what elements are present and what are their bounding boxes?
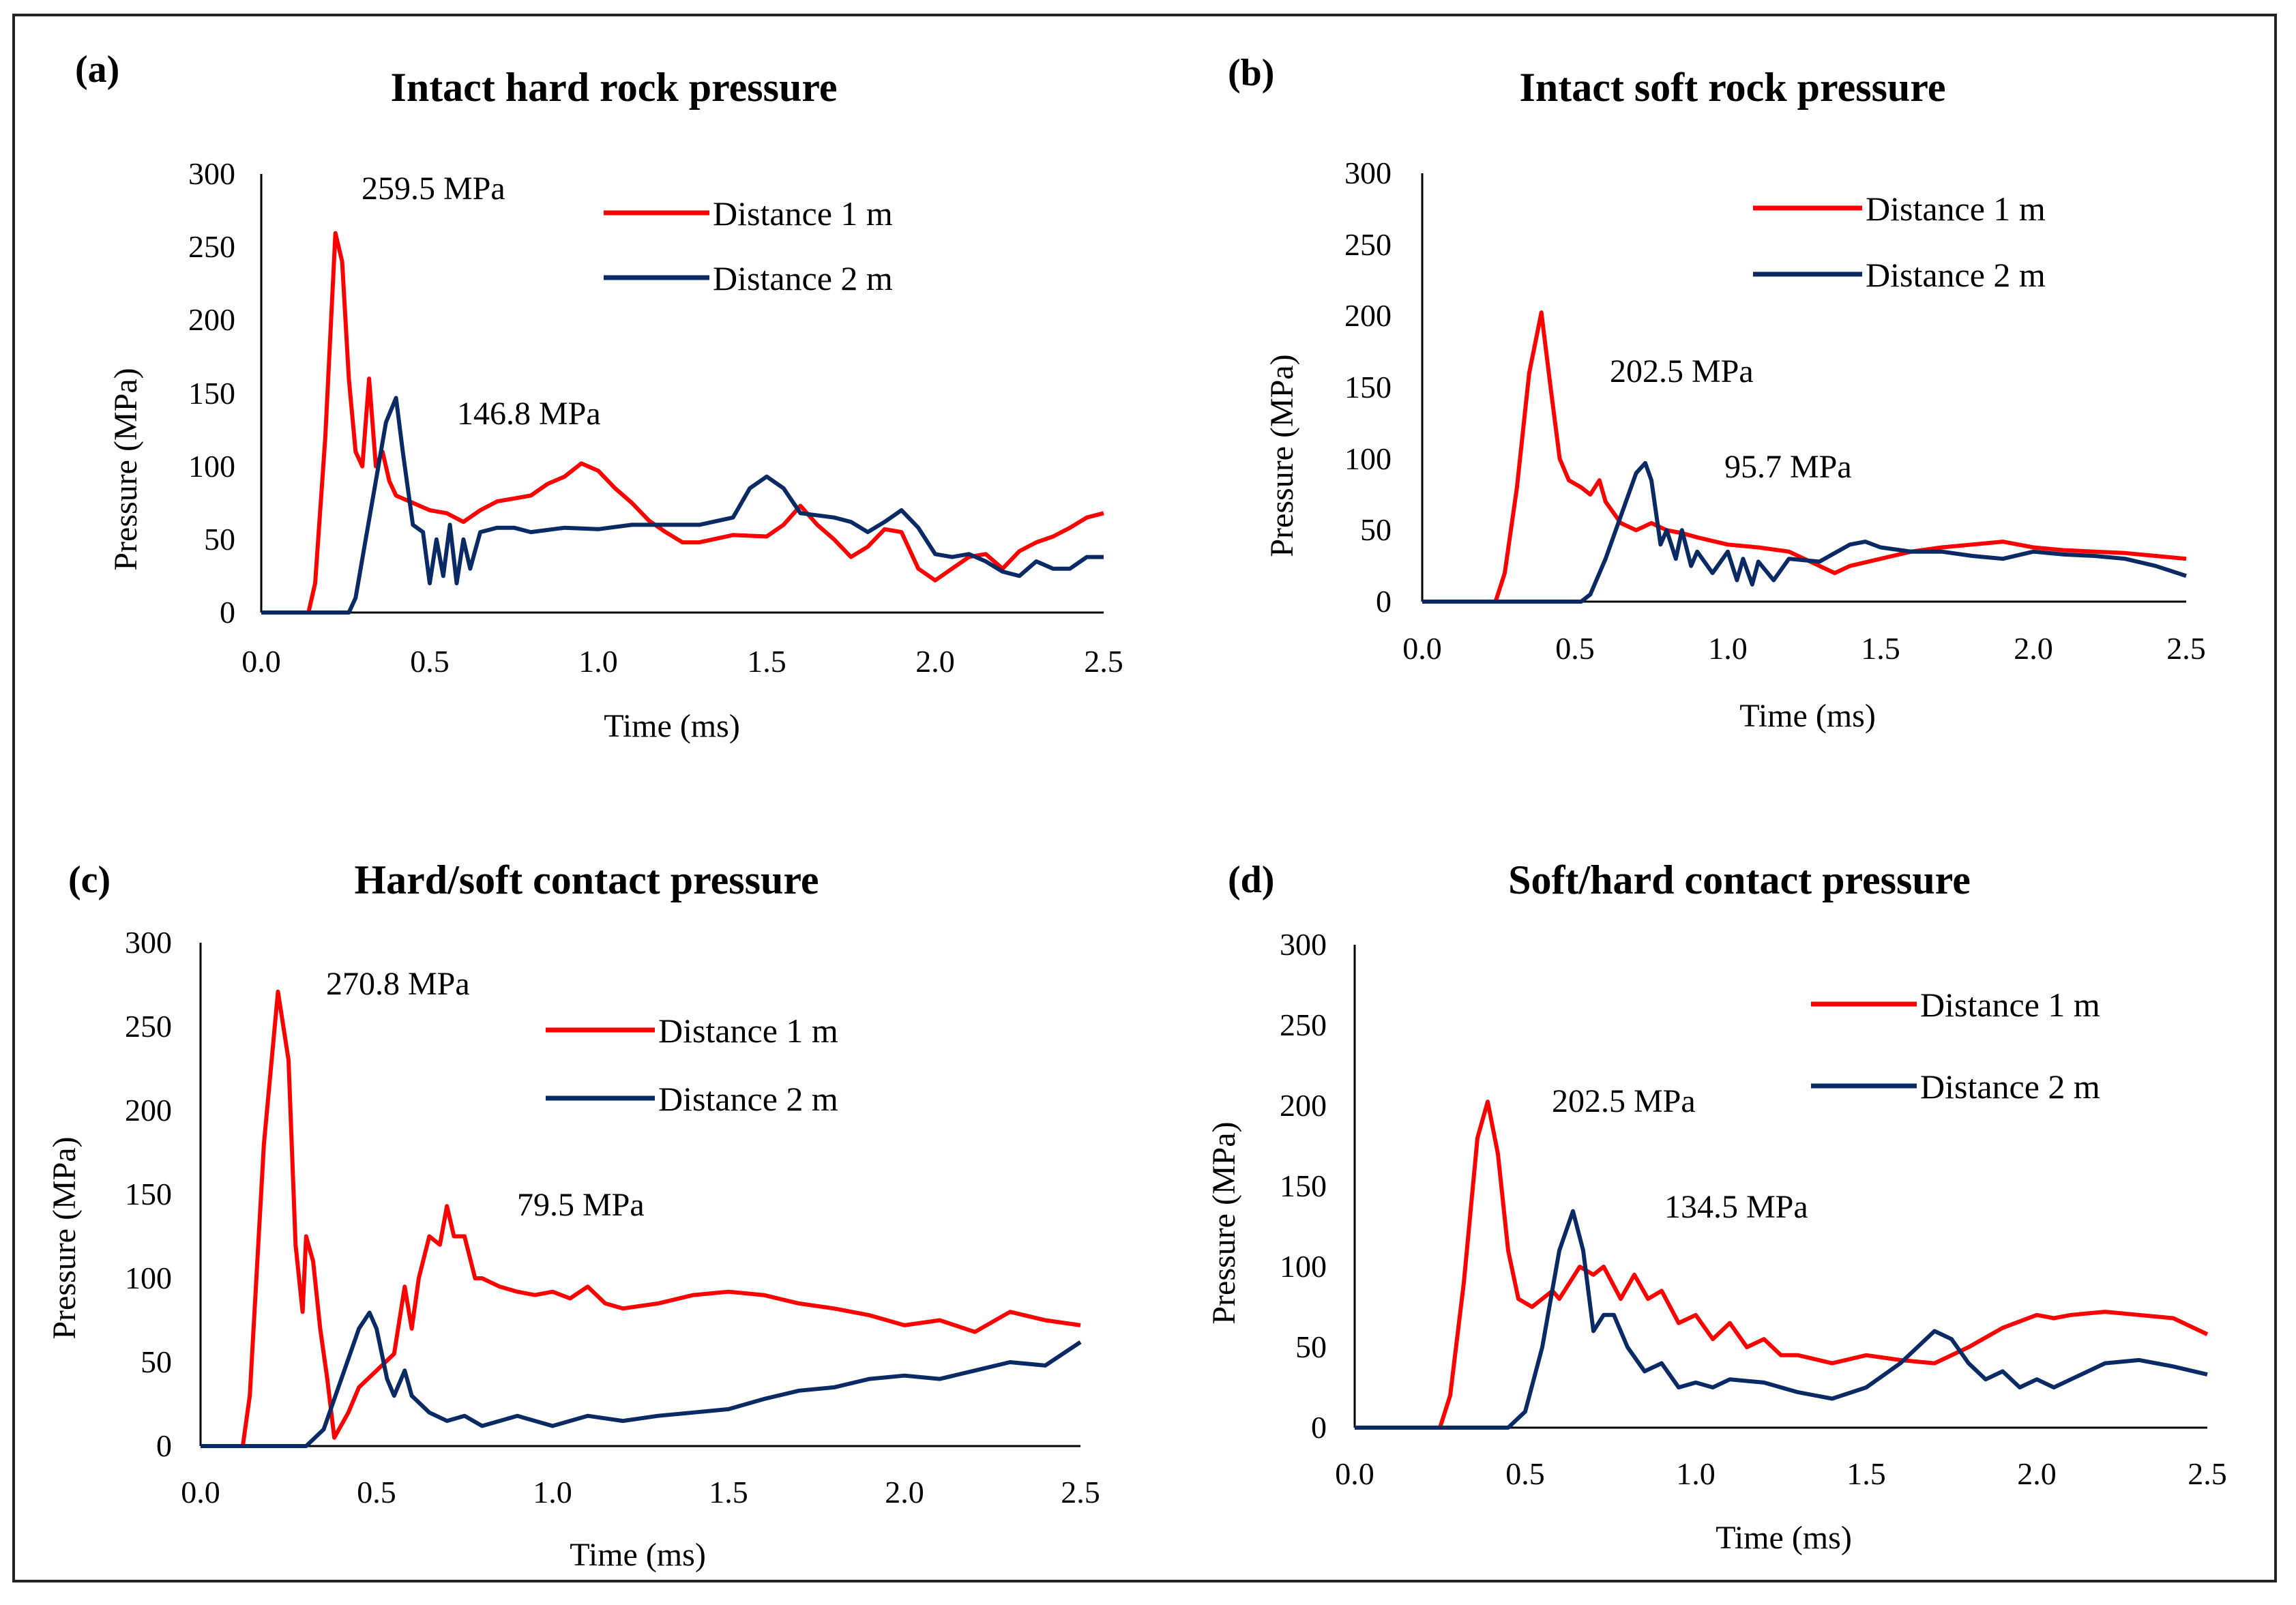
panel-c-peak2-annotation: 79.5 MPa <box>517 1187 645 1223</box>
panel-c-series-distance-1m <box>201 989 1081 1448</box>
panel-b-series-distance-2m <box>1422 460 2187 604</box>
panel-d-ytick: 0 <box>1311 1410 1327 1445</box>
panel-b-ytick: 100 <box>1344 441 1392 476</box>
panel-b-peak2-annotation: 95.7 MPa <box>1724 449 1852 485</box>
panel-c-ytick: 100 <box>125 1261 172 1295</box>
panel-a-xtick: 2.5 <box>1084 644 1123 679</box>
panel-a-ytick: 100 <box>188 449 235 484</box>
panel-a-ylabel: Pressure (MPa) <box>108 368 144 570</box>
panel-d-xlabel: Time (ms) <box>1716 1520 1852 1556</box>
panel-a-legend-2: Distance 2 m <box>713 259 893 297</box>
panel-a-ytick: 0 <box>220 595 235 630</box>
panel-b-ytick: 250 <box>1344 227 1392 262</box>
panel-a-xlabel: Time (ms) <box>604 708 740 744</box>
panel-b-ytick: 200 <box>1344 298 1392 333</box>
panel-c-title: Hard/soft contact pressure <box>354 857 819 902</box>
panel-b-xtick: 0.5 <box>1555 631 1595 666</box>
panel-d-ytick: 150 <box>1280 1168 1327 1203</box>
panel-d: (d) Soft/hard contact pressure Pressure … <box>1206 857 2227 1556</box>
panel-d-xtick: 0.0 <box>1335 1456 1374 1491</box>
panel-a-ytick: 300 <box>188 156 235 191</box>
panel-c-ytick: 300 <box>125 925 172 960</box>
panel-a-xtick: 2.0 <box>915 644 955 679</box>
panel-b-ylabel: Pressure (MPa) <box>1264 354 1300 557</box>
panel-d-ytick: 100 <box>1280 1249 1327 1284</box>
panel-c-xtick: 0.0 <box>181 1475 220 1510</box>
panel-a-ytick: 50 <box>204 522 235 557</box>
panel-a-series-distance-1m <box>261 231 1104 615</box>
panel-b-legend-1: Distance 1 m <box>1866 190 2046 228</box>
panel-b-series-distance-1m <box>1422 310 2187 604</box>
panel-c-ytick: 200 <box>125 1093 172 1128</box>
panel-a-xtick: 0.5 <box>410 644 450 679</box>
panel-d-label: (d) <box>1228 859 1274 901</box>
panel-d-ytick: 250 <box>1280 1007 1327 1042</box>
panel-b-xtick: 1.5 <box>1861 631 1900 666</box>
panel-c-xtick: 1.0 <box>533 1475 572 1510</box>
panel-b-xtick: 1.0 <box>1708 631 1748 666</box>
panel-d-series-distance-1m <box>1355 1100 2209 1430</box>
panel-d-xtick: 0.5 <box>1505 1456 1545 1491</box>
panel-d-xtick: 1.0 <box>1676 1456 1716 1491</box>
panel-c-xtick: 1.5 <box>709 1475 748 1510</box>
panel-c-xtick: 2.5 <box>1061 1475 1100 1510</box>
panel-b-ytick: 0 <box>1376 584 1392 619</box>
panel-a-peak1-annotation: 259.5 MPa <box>362 171 505 207</box>
panel-d-series-distance-2m <box>1355 1209 2208 1430</box>
panel-c-label: (c) <box>68 859 111 901</box>
panel-d-ylabel: Pressure (MPa) <box>1206 1121 1242 1324</box>
panel-a-ytick: 200 <box>188 302 235 337</box>
panel-c-ytick: 0 <box>156 1428 172 1463</box>
panel-d-peak1-annotation: 202.5 MPa <box>1552 1083 1696 1119</box>
panel-d-title: Soft/hard contact pressure <box>1508 857 1971 902</box>
panel-d-ytick: 50 <box>1295 1329 1327 1364</box>
panel-c-ytick: 250 <box>125 1009 172 1044</box>
panel-a-ytick: 150 <box>188 376 235 411</box>
panel-c-ylabel: Pressure (MPa) <box>46 1136 83 1339</box>
panel-c-legend-2: Distance 2 m <box>658 1080 838 1118</box>
figure-frame <box>12 14 2277 1582</box>
panel-b-ytick: 300 <box>1344 156 1392 190</box>
panel-a-title: Intact hard rock pressure <box>390 65 837 110</box>
panel-c-series-distance-2m <box>201 1310 1082 1448</box>
panel-d-legend-1: Distance 1 m <box>1920 986 2100 1024</box>
panel-d-ytick: 200 <box>1280 1088 1327 1123</box>
panel-d-xtick: 2.5 <box>2188 1456 2227 1491</box>
panel-a-xtick: 0.0 <box>241 644 281 679</box>
panel-a: (a) Intact hard rock pressure Pressure (… <box>75 48 1123 744</box>
panel-b-title: Intact soft rock pressure <box>1520 65 1946 110</box>
panel-a-label: (a) <box>75 48 119 91</box>
panel-b-xtick: 2.5 <box>2166 631 2206 666</box>
panel-d-legend-2: Distance 2 m <box>1920 1067 2100 1106</box>
panel-a-peak2-annotation: 146.8 MPa <box>457 396 601 432</box>
panel-a-ytick: 250 <box>188 229 235 264</box>
panel-c-xtick: 2.0 <box>885 1475 924 1510</box>
panel-d-peak2-annotation: 134.5 MPa <box>1664 1189 1808 1225</box>
panel-b-legend-2: Distance 2 m <box>1866 256 2046 294</box>
panel-b-ytick: 150 <box>1344 370 1392 404</box>
panel-a-xtick: 1.0 <box>578 644 618 679</box>
panel-a-xtick: 1.5 <box>747 644 786 679</box>
panel-c-ytick: 50 <box>141 1344 172 1379</box>
panel-c-ytick: 150 <box>125 1177 172 1211</box>
panel-b-peak1-annotation: 202.5 MPa <box>1610 353 1754 389</box>
panel-b-xtick: 0.0 <box>1402 631 1442 666</box>
panel-b: (b) Intact soft rock pressure Pressure (… <box>1228 52 2206 734</box>
panel-b-xlabel: Time (ms) <box>1739 698 1876 734</box>
panel-c-legend-1: Distance 1 m <box>658 1012 838 1050</box>
panel-a-series-distance-2m <box>261 396 1104 615</box>
panel-d-xtick: 2.0 <box>2017 1456 2057 1491</box>
panel-b-ytick: 50 <box>1360 512 1392 547</box>
panel-a-legend-1: Distance 1 m <box>713 194 893 233</box>
panel-d-ytick: 300 <box>1280 927 1327 962</box>
panel-c: (c) Hard/soft contact pressure Pressure … <box>46 857 1100 1573</box>
panel-d-xtick: 1.5 <box>1846 1456 1886 1491</box>
panel-c-xlabel: Time (ms) <box>570 1537 706 1573</box>
panel-b-label: (b) <box>1228 52 1274 94</box>
panel-c-peak1-annotation: 270.8 MPa <box>326 966 470 1002</box>
panel-c-xtick: 0.5 <box>357 1475 396 1510</box>
panel-b-xtick: 2.0 <box>2014 631 2053 666</box>
